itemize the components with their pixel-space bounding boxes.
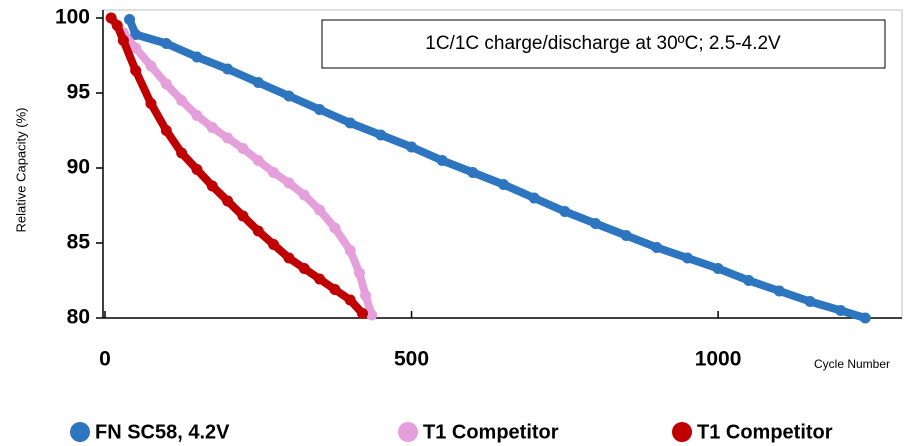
data-point bbox=[406, 141, 418, 153]
data-point bbox=[314, 104, 326, 115]
data-point bbox=[130, 29, 142, 40]
data-point bbox=[105, 12, 117, 24]
data-point bbox=[314, 204, 326, 216]
data-point bbox=[268, 239, 280, 250]
data-point bbox=[191, 51, 203, 63]
data-point bbox=[344, 245, 356, 256]
data-point bbox=[559, 206, 571, 217]
data-point bbox=[237, 210, 249, 222]
data-point bbox=[191, 110, 203, 121]
legend-marker bbox=[398, 422, 418, 442]
y-axis-label: Relative Capacity (%) bbox=[13, 108, 28, 233]
data-point bbox=[222, 195, 234, 207]
legend-label: T1 Competitor bbox=[697, 421, 833, 443]
data-point bbox=[268, 167, 280, 178]
data-point bbox=[620, 230, 632, 241]
data-point bbox=[206, 122, 218, 133]
data-point bbox=[375, 129, 387, 141]
x-tick-label: 0 bbox=[99, 348, 111, 371]
data-point bbox=[329, 284, 341, 295]
data-point bbox=[360, 290, 372, 301]
data-point bbox=[176, 147, 188, 159]
data-point bbox=[145, 98, 157, 109]
data-point bbox=[160, 78, 172, 90]
data-point bbox=[467, 167, 479, 178]
data-point bbox=[651, 242, 663, 253]
data-point bbox=[237, 143, 249, 154]
data-point bbox=[191, 164, 203, 175]
data-point bbox=[222, 132, 234, 144]
data-point bbox=[124, 14, 136, 25]
y-tick-label: 80 bbox=[67, 306, 90, 329]
data-point bbox=[498, 179, 509, 190]
data-point bbox=[252, 77, 264, 88]
y-tick-label: 90 bbox=[67, 156, 90, 179]
data-point bbox=[222, 63, 234, 75]
data-point bbox=[252, 155, 264, 166]
legend-marker bbox=[672, 422, 692, 442]
legend-marker bbox=[70, 422, 90, 442]
data-point bbox=[528, 192, 540, 204]
data-point bbox=[283, 177, 295, 189]
data-point bbox=[353, 267, 365, 279]
data-point bbox=[206, 180, 218, 192]
data-point bbox=[111, 20, 123, 31]
data-point bbox=[356, 308, 368, 319]
data-point bbox=[176, 95, 188, 106]
data-point bbox=[681, 252, 693, 264]
data-point bbox=[366, 309, 378, 321]
data-point bbox=[283, 90, 295, 102]
annotation: 1C/1C charge/discharge at 30ºC; 2.5-4.2V bbox=[425, 33, 781, 54]
data-point bbox=[130, 65, 142, 76]
data-point bbox=[283, 252, 295, 264]
x-tick-label: 500 bbox=[394, 348, 429, 371]
data-point bbox=[436, 155, 448, 166]
x-tick-label: 1000 bbox=[695, 348, 742, 371]
data-point bbox=[252, 225, 264, 237]
data-point bbox=[160, 38, 172, 49]
y-tick-label: 100 bbox=[55, 6, 90, 29]
y-tick-label: 95 bbox=[67, 81, 91, 104]
data-point bbox=[773, 285, 785, 297]
data-point bbox=[344, 117, 356, 129]
data-point bbox=[804, 296, 816, 307]
legend-label: T1 Competitor bbox=[423, 421, 559, 443]
data-point bbox=[117, 35, 129, 46]
data-point bbox=[298, 189, 310, 201]
data-point bbox=[314, 273, 326, 285]
data-point bbox=[298, 263, 310, 274]
data-point bbox=[130, 42, 142, 54]
annotation-box bbox=[321, 19, 886, 69]
data-point bbox=[743, 275, 755, 286]
data-point bbox=[344, 294, 356, 306]
data-point bbox=[145, 60, 157, 72]
data-point bbox=[589, 218, 601, 229]
data-point bbox=[329, 222, 341, 234]
x-axis-label: Cycle Number bbox=[814, 357, 890, 371]
data-point bbox=[859, 312, 871, 324]
data-point bbox=[160, 125, 172, 136]
y-tick-label: 85 bbox=[67, 231, 91, 254]
data-point bbox=[712, 263, 724, 274]
legend-label: FN SC58, 4.2V bbox=[95, 421, 230, 443]
data-point bbox=[835, 305, 847, 316]
